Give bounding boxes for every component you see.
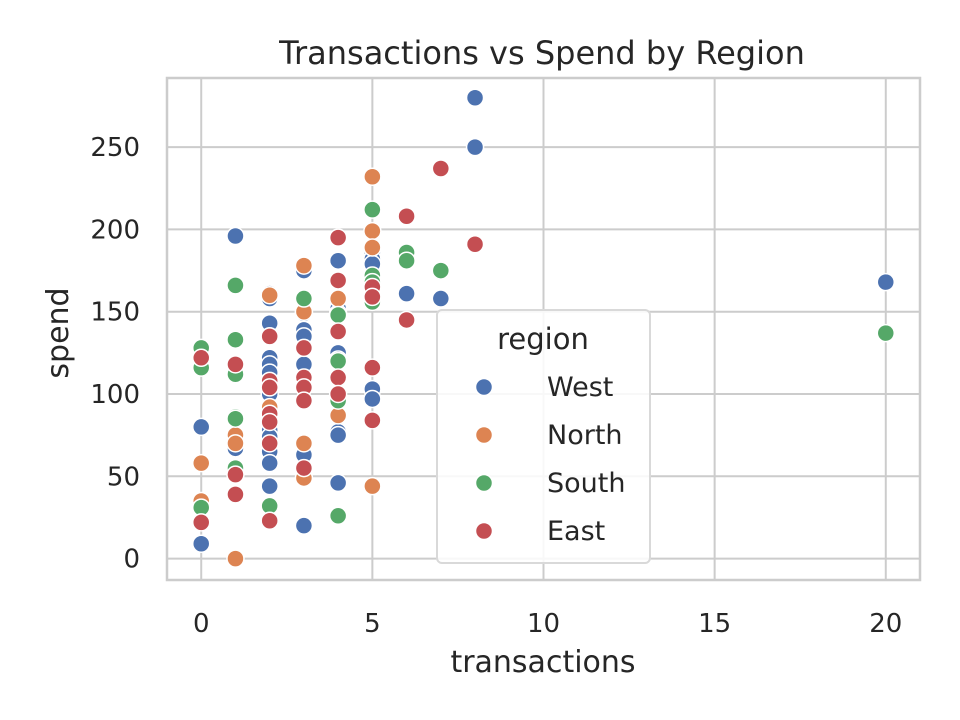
data-point-west	[328, 251, 348, 270]
y-tick-label: 250	[90, 133, 140, 163]
data-point-east	[363, 358, 382, 377]
legend-box	[436, 309, 651, 564]
data-point-east	[226, 355, 245, 374]
y-tick-label: 150	[90, 298, 140, 328]
data-point-south	[328, 506, 348, 526]
legend: region West North South East	[436, 309, 651, 564]
data-point-east	[260, 434, 279, 453]
data-point-east	[294, 458, 314, 478]
legend-label-south: South	[547, 468, 625, 499]
data-point-east	[226, 485, 245, 504]
data-points	[191, 88, 896, 568]
data-point-west	[328, 425, 348, 445]
data-point-west	[363, 389, 382, 409]
y-tick-label: 200	[90, 215, 140, 245]
data-point-north	[363, 476, 382, 496]
data-point-south	[226, 276, 245, 295]
data-point-south	[226, 409, 245, 428]
legend-marker-south	[474, 473, 494, 493]
y-axis-label: spend	[41, 287, 76, 378]
data-point-west	[191, 534, 211, 554]
x-tick-label: 5	[364, 609, 381, 639]
data-point-west	[465, 88, 485, 108]
data-point-east	[397, 207, 416, 226]
chart-title: Transactions vs Spend by Region	[278, 34, 805, 72]
data-point-south	[328, 305, 348, 325]
data-point-south	[294, 289, 314, 308]
data-point-west	[260, 476, 279, 496]
x-tick-label: 10	[527, 609, 560, 639]
data-point-north	[363, 238, 382, 257]
y-tick-label: 100	[90, 380, 140, 410]
data-point-north	[260, 286, 279, 305]
legend-label-east: East	[547, 516, 605, 547]
data-point-east	[294, 391, 314, 410]
data-point-north	[363, 221, 382, 241]
x-tick-label: 15	[698, 609, 731, 639]
data-point-north	[226, 434, 245, 453]
data-point-east	[328, 384, 348, 404]
data-point-north	[363, 167, 382, 187]
data-point-west	[465, 137, 485, 157]
data-point-east	[191, 348, 211, 368]
data-point-north	[226, 549, 245, 568]
legend-marker-east	[474, 521, 494, 541]
data-point-east	[397, 310, 416, 330]
data-point-north	[294, 434, 314, 453]
data-point-east	[328, 228, 348, 247]
data-point-south	[397, 251, 416, 270]
data-point-west	[191, 417, 211, 437]
data-point-west	[260, 453, 279, 473]
data-point-east	[191, 513, 211, 532]
data-point-east	[328, 368, 348, 387]
y-tick-label: 0	[123, 545, 140, 575]
data-point-south	[328, 351, 348, 371]
data-point-east	[294, 338, 314, 358]
data-point-west	[226, 226, 245, 246]
data-point-west	[397, 284, 416, 303]
data-point-south	[363, 200, 382, 219]
data-point-north	[328, 289, 348, 308]
data-point-west	[431, 289, 451, 308]
data-point-west	[328, 473, 348, 493]
legend-marker-north	[474, 425, 494, 445]
data-point-east	[328, 271, 348, 290]
data-point-east	[465, 234, 485, 254]
data-point-east	[363, 411, 382, 430]
plot-frame	[165, 76, 922, 582]
data-point-west	[294, 516, 314, 535]
data-point-south	[876, 323, 896, 343]
x-tick-label: 0	[193, 609, 210, 639]
data-point-east	[363, 287, 382, 307]
data-point-south	[226, 330, 245, 349]
y-tick-label: 50	[107, 462, 140, 492]
data-point-east	[260, 511, 279, 530]
data-point-east	[260, 327, 279, 346]
data-point-east	[260, 378, 279, 397]
legend-marker-west	[474, 377, 494, 397]
legend-label-north: North	[547, 420, 623, 451]
legend-label-west: West	[547, 372, 613, 403]
x-axis-label: transactions	[450, 645, 635, 680]
data-point-east	[431, 159, 451, 178]
legend-items: West North South East	[474, 372, 625, 547]
data-point-west	[876, 272, 896, 292]
data-point-north	[294, 256, 314, 275]
data-point-north	[191, 453, 211, 473]
x-tick-label: 20	[869, 609, 902, 639]
data-point-east	[328, 322, 348, 341]
data-point-east	[260, 412, 279, 432]
legend-title: region	[497, 322, 589, 356]
data-point-south	[431, 261, 451, 280]
data-point-east	[226, 465, 245, 484]
